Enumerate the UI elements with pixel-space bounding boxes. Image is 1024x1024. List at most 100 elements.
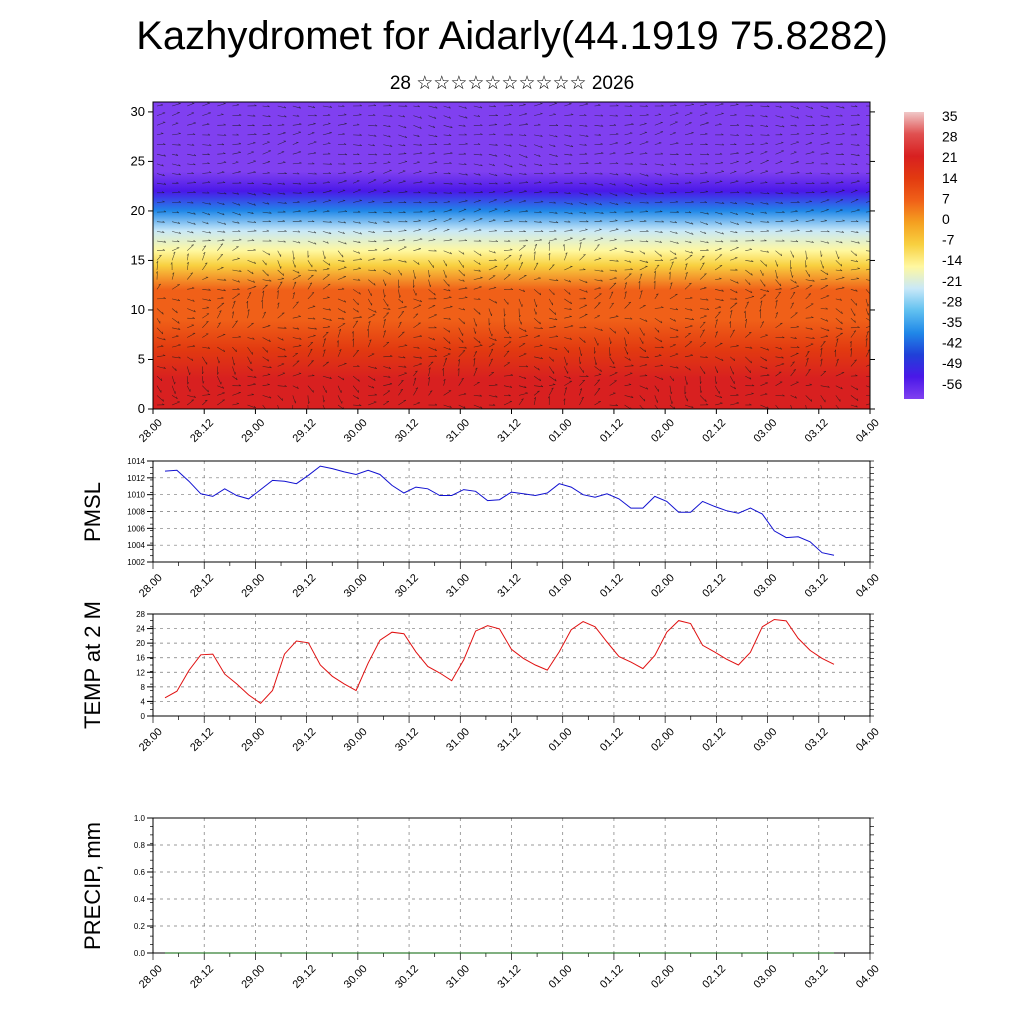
colorbar-label: -28 [942, 293, 962, 309]
x-tick-label: 31.00 [444, 963, 472, 991]
x-tick-label: 31.00 [444, 726, 472, 754]
x-tick-label: 29.12 [291, 726, 319, 754]
x-tick-label: 01.12 [598, 726, 626, 754]
x-tick-label: 31.00 [444, 417, 472, 445]
temp-panel: 0 4 8 12 16 20 24 28 28.00 28.12 29.00 29.12 30.00 30… [80, 601, 882, 754]
y-tick-label: 0.2 [134, 922, 146, 931]
colorbar-label: 35 [942, 108, 958, 124]
x-tick-label: 31.12 [495, 417, 523, 445]
grid [153, 614, 870, 716]
y-axis-label: TEMP at 2 M [80, 601, 105, 729]
y-tick-label: 0.4 [134, 895, 146, 904]
y-tick-label: 1004 [127, 541, 145, 550]
y-tick-label: 20 [136, 639, 145, 648]
colorbar-label: 0 [942, 211, 950, 227]
colorbar-label: -7 [942, 232, 955, 248]
x-tick-label: 29.12 [291, 417, 319, 445]
y-tick-label: 16 [136, 654, 145, 663]
x-tick-label: 29.12 [291, 572, 319, 600]
x-tick-label: 28.12 [188, 572, 216, 600]
x-tick-label: 30.00 [342, 963, 370, 991]
series-line-0 [164, 465, 835, 556]
x-tick-label: 01.00 [547, 572, 575, 600]
x-tick-label: 31.12 [495, 572, 523, 600]
y-tick-label: 8 [141, 683, 146, 692]
y-tick-label: 1014 [127, 457, 145, 466]
x-tick-label: 03.12 [803, 417, 831, 445]
page-subtitle: 28 ☆☆☆☆☆☆☆☆☆☆ 2026 [389, 73, 635, 94]
y-tick-label: 10 [131, 302, 145, 317]
y-tick-label: 0 [138, 401, 145, 416]
x-tick-label: 30.12 [393, 726, 421, 754]
y-tick-label: 5 [138, 351, 145, 366]
x-tick-label: 01.00 [547, 726, 575, 754]
x-tick-label: 30.00 [342, 726, 370, 754]
x-tick-label: 28.12 [188, 417, 216, 445]
x-tick-label: 28.00 [137, 572, 165, 600]
x-tick-label: 02.00 [649, 572, 677, 600]
y-tick-label: 0.0 [134, 949, 146, 958]
x-tick-label: 28.00 [137, 417, 165, 445]
x-tick-label: 03.00 [751, 726, 779, 754]
x-tick-label: 30.00 [342, 417, 370, 445]
y-tick-label: 1.0 [134, 814, 146, 823]
x-tick-label: 04.00 [854, 572, 882, 600]
x-tick-label: 02.00 [649, 963, 677, 991]
y-tick-label: 0 [141, 712, 146, 721]
page-title: Kazhydromet for Aidarly(44.1919 75.8282) [136, 14, 888, 58]
temperature-field [153, 102, 870, 409]
x-tick-label: 03.12 [803, 963, 831, 991]
colorbar-label: 21 [942, 149, 958, 165]
y-tick-label: 1006 [127, 524, 145, 533]
x-tick-label: 28.00 [137, 963, 165, 991]
colorbar-label: -14 [942, 252, 962, 268]
x-tick-label: 01.00 [547, 417, 575, 445]
colorbar-label: -42 [942, 335, 962, 351]
x-tick-label: 03.12 [803, 726, 831, 754]
colorbar-label: 14 [942, 170, 958, 186]
y-tick-label: 0.8 [134, 841, 146, 850]
colorbar-label: 28 [942, 129, 958, 145]
x-tick-label: 28.12 [188, 963, 216, 991]
x-tick-label: 02.12 [700, 726, 728, 754]
x-tick-label: 02.00 [649, 726, 677, 754]
y-axis-label: PRECIP, mm [80, 822, 105, 950]
x-tick-label: 02.12 [700, 572, 728, 600]
colorbar-gradient [904, 112, 924, 399]
x-tick-label: 30.12 [393, 572, 421, 600]
y-tick-label: 1008 [127, 508, 145, 517]
x-tick-label: 01.12 [598, 572, 626, 600]
y-tick-label: 12 [136, 668, 145, 677]
x-tick-label: 31.12 [495, 963, 523, 991]
x-tick-label: 03.00 [751, 963, 779, 991]
x-tick-label: 04.00 [854, 417, 882, 445]
y-tick-label: 1012 [127, 474, 145, 483]
x-tick-label: 02.00 [649, 417, 677, 445]
colorbar-label: -49 [942, 355, 962, 371]
x-tick-label: 01.12 [598, 963, 626, 991]
x-tick-label: 02.12 [700, 417, 728, 445]
y-tick-label: 20 [131, 203, 145, 218]
x-tick-label: 03.12 [803, 572, 831, 600]
x-tick-label: 29.00 [239, 963, 267, 991]
wind-vectors [155, 102, 870, 409]
x-tick-label: 29.00 [239, 417, 267, 445]
precip-panel: 0.0 0.2 0.4 0.6 0.8 1.0 28.00 28.12 29.00 29.12 30… [80, 814, 882, 991]
x-tick-label: 04.00 [854, 726, 882, 754]
colorbar-label: 7 [942, 190, 950, 206]
colorbar-label: -56 [942, 376, 962, 392]
y-axis-label: PMSL [80, 482, 105, 542]
y-tick-label: 15 [131, 252, 145, 267]
x-tick-label: 31.12 [495, 726, 523, 754]
series-line-0 [164, 618, 835, 704]
x-tick-label: 30.12 [393, 963, 421, 991]
y-tick-label: 0.6 [134, 868, 146, 877]
grid [153, 818, 870, 953]
x-tick-label: 01.12 [598, 417, 626, 445]
x-tick-label: 29.00 [239, 726, 267, 754]
pmsl-panel: 1002 1004 1006 1008 1010 1012 1014 28.00 28.12 29… [80, 457, 882, 600]
x-tick-label: 04.00 [854, 963, 882, 991]
x-tick-label: 02.12 [700, 963, 728, 991]
y-tick-label: 24 [136, 625, 145, 634]
